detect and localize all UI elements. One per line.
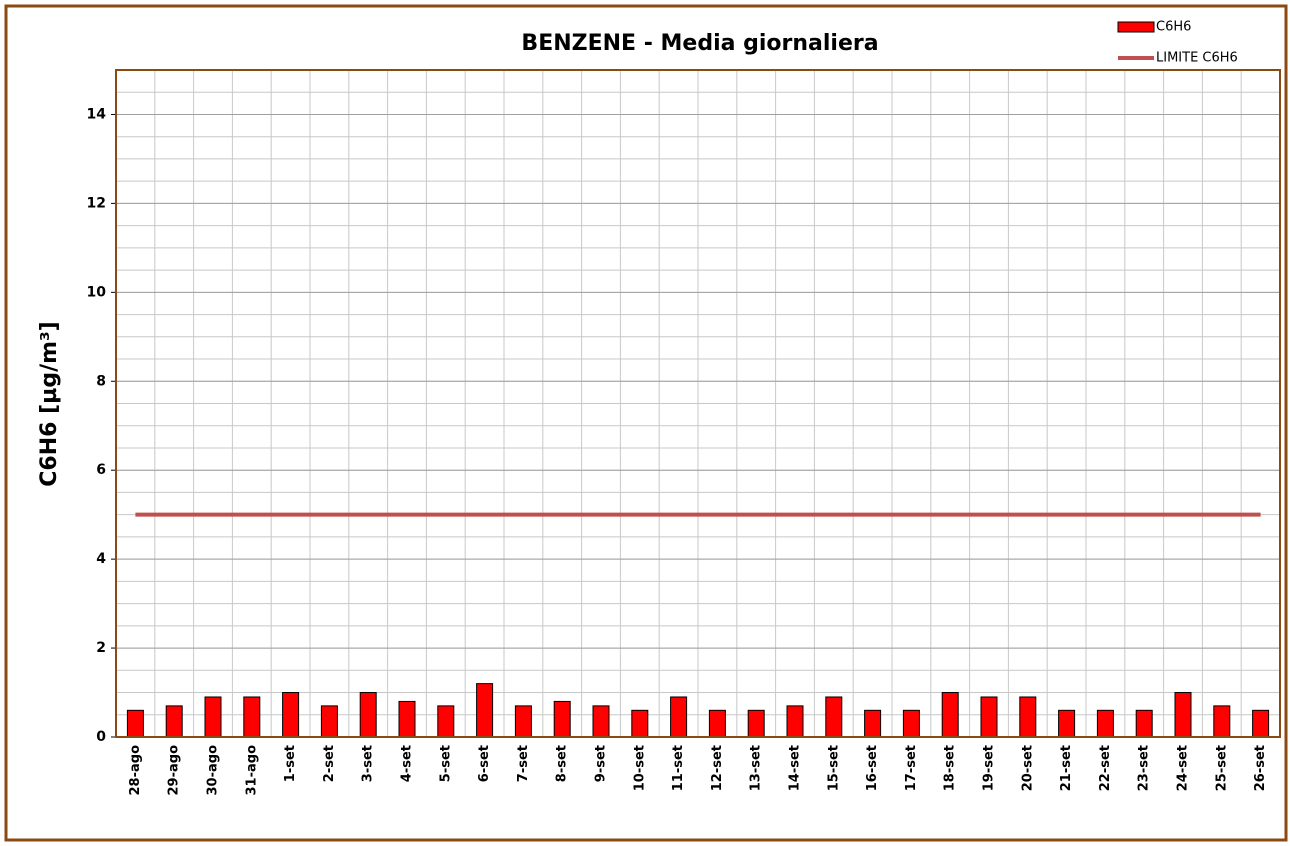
x-tick-label: 14-set: [788, 745, 803, 791]
plot-border: [115, 69, 1281, 738]
x-tick-label: 29-ago: [167, 745, 182, 796]
x-tick-label: 26-set: [1253, 745, 1268, 791]
x-tick-label: 25-set: [1214, 745, 1229, 791]
x-tick-label: 16-set: [865, 745, 880, 791]
legend-label: LIMITE C6H6: [1156, 51, 1238, 66]
bar: [1135, 709, 1153, 738]
marks: [126, 512, 1270, 738]
x-tick-label: 30-ago: [206, 745, 221, 796]
bar: [747, 709, 765, 738]
bar: [1174, 692, 1192, 738]
x-tick-label: 20-set: [1020, 745, 1035, 791]
bar: [553, 700, 571, 738]
x-tick-label: 10-set: [632, 745, 647, 791]
x-tick-label: 21-set: [1059, 745, 1074, 791]
y-tick-label: 0: [96, 729, 106, 745]
x-tick-label: 7-set: [516, 745, 531, 782]
bar: [708, 709, 726, 738]
y-tick-label: 4: [96, 551, 106, 567]
x-tick-label: 9-set: [594, 745, 609, 782]
x-tick-label: 13-set: [749, 745, 764, 791]
x-tick-label: 5-set: [438, 745, 453, 782]
bar: [941, 692, 959, 738]
bar: [1213, 705, 1231, 738]
y-tick-label: 10: [87, 284, 107, 300]
legend-swatch: [1117, 21, 1155, 33]
x-tick-label: 11-set: [671, 745, 686, 791]
bar: [126, 709, 144, 738]
bar: [980, 696, 998, 738]
bar: [825, 696, 843, 738]
bar: [359, 692, 377, 738]
bar: [864, 709, 882, 738]
x-tick-label: 18-set: [943, 745, 958, 791]
y-tick-label: 8: [96, 373, 106, 389]
bar: [1019, 696, 1037, 738]
bar: [592, 705, 610, 738]
bar: [670, 696, 688, 738]
y-tick-label: 2: [96, 640, 106, 656]
bar: [786, 705, 804, 738]
bar: [282, 692, 300, 738]
x-tick-label: 3-set: [361, 745, 376, 782]
y-tick-label: 12: [87, 195, 106, 211]
bar: [243, 696, 261, 738]
bar: [476, 683, 494, 738]
bar: [1096, 709, 1114, 738]
x-tick-label: 12-set: [710, 745, 725, 791]
bar: [165, 705, 183, 738]
y-tick-label: 6: [96, 462, 106, 478]
bar: [1058, 709, 1076, 738]
x-tick-label: 1-set: [283, 745, 298, 782]
x-tick-label: 19-set: [982, 745, 997, 791]
bar: [1252, 709, 1270, 738]
x-tick-label: 28-ago: [128, 745, 143, 796]
bar: [902, 709, 920, 738]
chart-title: BENZENE - Media giornaliera: [521, 31, 878, 56]
x-tick-label: 15-set: [826, 745, 841, 791]
bar: [514, 705, 532, 738]
x-tick-label: 22-set: [1098, 745, 1113, 791]
x-tick-label: 4-set: [400, 745, 415, 782]
x-tick-label: 6-set: [477, 745, 492, 782]
y-axis-label: C6H6 [µg/m³]: [37, 321, 62, 486]
x-tick-label: 2-set: [322, 745, 337, 782]
x-tick-label: 17-set: [904, 745, 919, 791]
bar: [437, 705, 455, 738]
x-tick-label: 23-set: [1137, 745, 1152, 791]
x-tick-label: 8-set: [555, 745, 570, 782]
x-tick-label: 24-set: [1176, 745, 1191, 791]
bar: [398, 700, 416, 738]
y-tick-label: 14: [87, 106, 107, 122]
bar: [631, 709, 649, 738]
bar: [320, 705, 338, 738]
legend-label: C6H6: [1156, 20, 1191, 35]
x-tick-label: 31-ago: [244, 745, 259, 796]
bar: [204, 696, 222, 738]
